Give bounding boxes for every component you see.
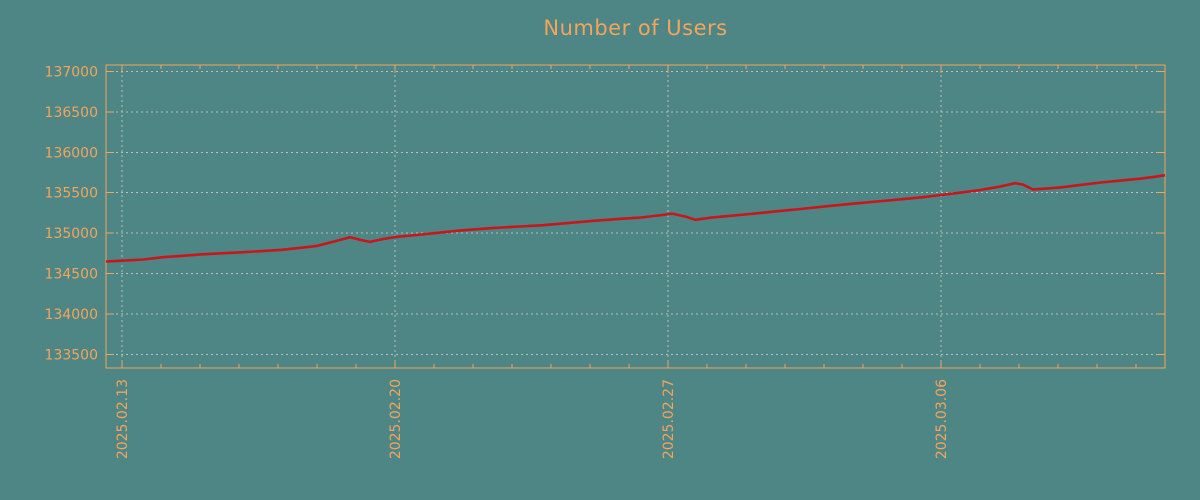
x-tick-label: 2025.02.13 (115, 379, 131, 459)
y-tick-label: 135000 (45, 226, 98, 242)
y-tick-label: 134500 (45, 266, 98, 282)
data-line-users (105, 173, 1166, 263)
x-tick-label: 2025.03.06 (934, 379, 950, 459)
plot-border (105, 64, 1166, 369)
y-tick-label: 135500 (45, 186, 98, 202)
y-tick-label: 134000 (45, 307, 98, 323)
y-tick-label: 136000 (45, 145, 98, 161)
y-tick-label: 137000 (45, 64, 98, 80)
y-tick-label: 133500 (45, 347, 98, 363)
chart-title: Number of Users (543, 16, 728, 40)
x-tick-label: 2025.02.20 (388, 379, 404, 459)
x-tick-label: 2025.02.27 (661, 379, 677, 459)
y-tick-label: 136500 (45, 105, 98, 121)
